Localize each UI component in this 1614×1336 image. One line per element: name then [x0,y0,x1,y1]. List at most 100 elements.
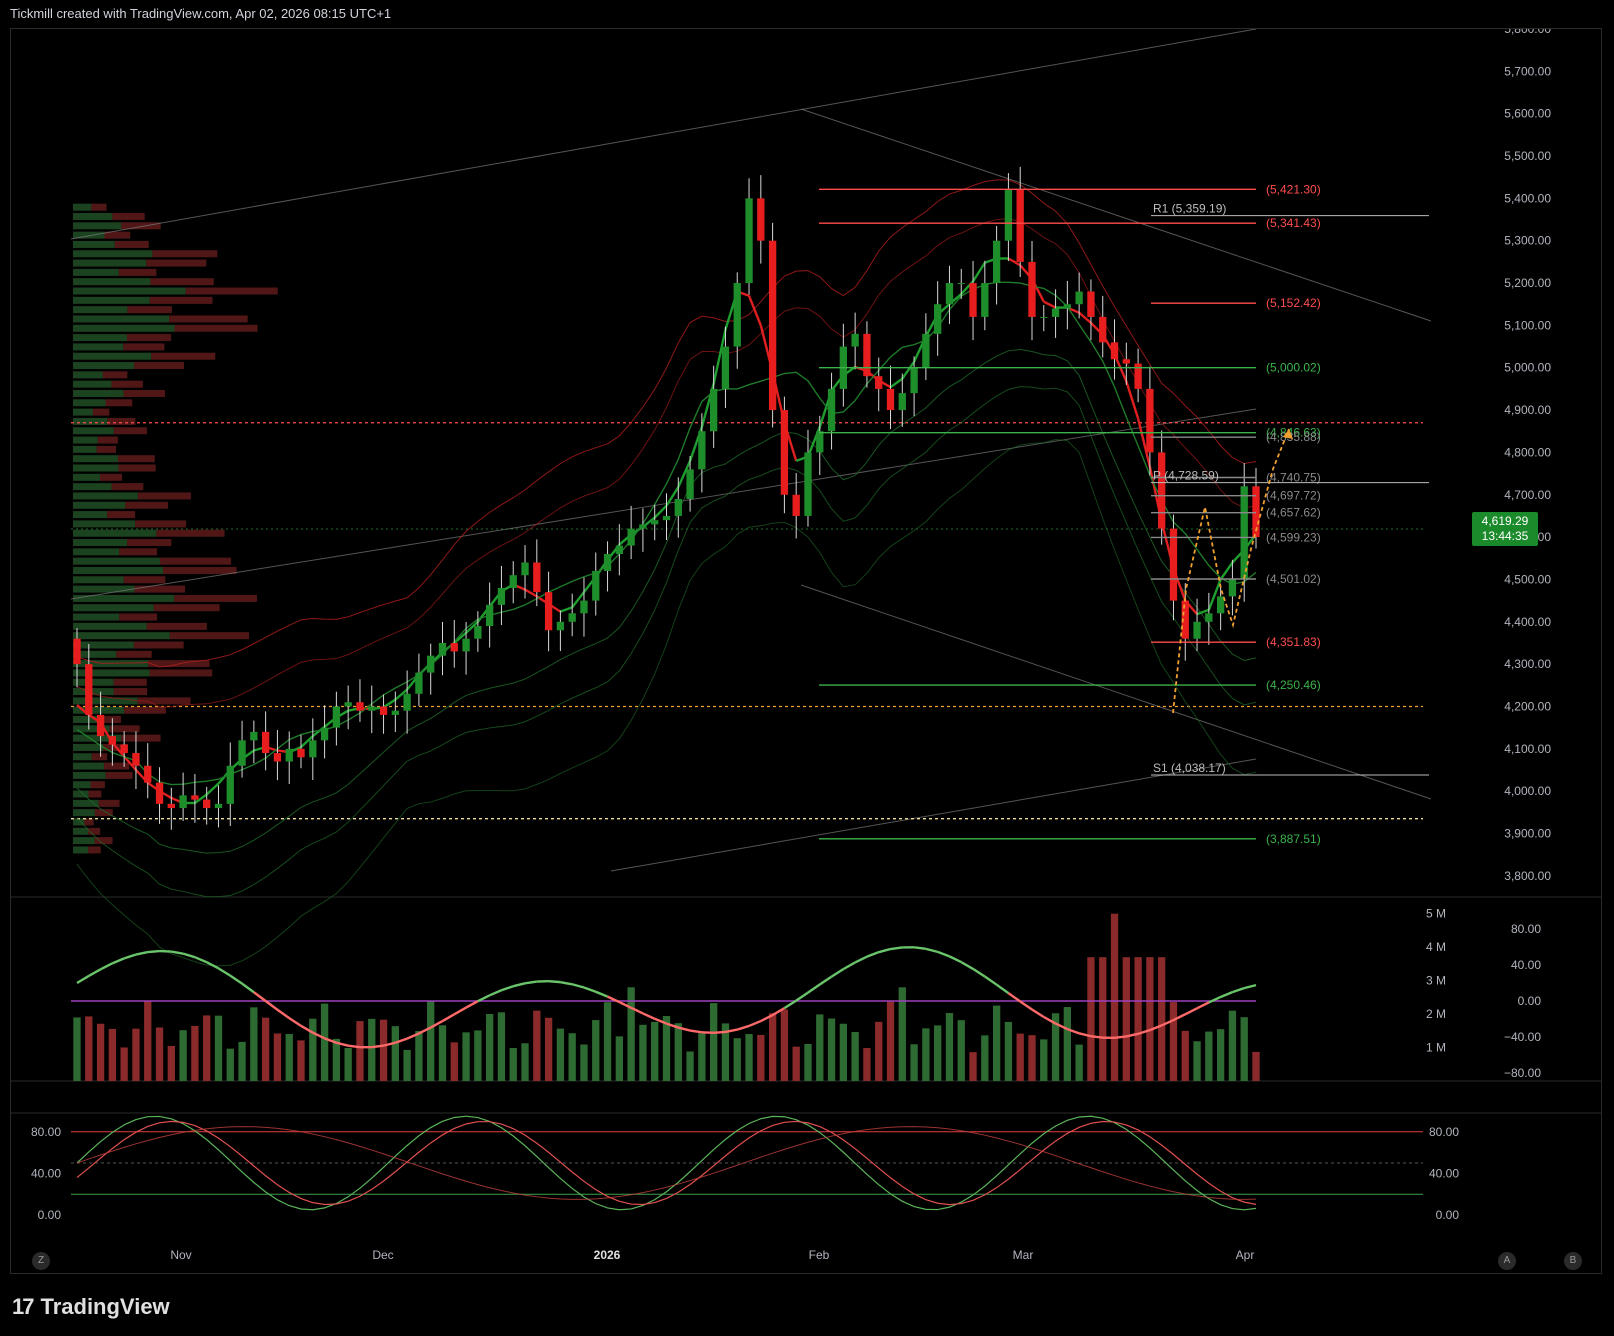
chart-canvas[interactable]: 5,800.00 5,700.00 5,600.00 5,500.00 5,400.00… [11,29,1601,1273]
trend-line [800,584,1432,800]
candle-body [344,702,352,707]
log-scale-button[interactable]: B [1564,1252,1582,1270]
candle-body [674,498,682,516]
candle-body [1016,189,1024,262]
price-axis-label: 5,600.00 [1504,107,1551,121]
volume-bar [816,1014,824,1081]
stoch-slow-line [76,1126,1257,1200]
oscillator-segment [925,947,938,954]
oscillator-segment [430,1020,444,1029]
volume-profile-up [73,771,106,779]
candle-body [521,562,529,576]
oscillator-segment [1208,995,1222,1004]
volume-profile-up [73,520,136,528]
candle-body [556,621,565,631]
level-label: (5,421.30) [1266,182,1321,196]
oscillator-segment [465,1000,479,1009]
price-axis-label: 5,300.00 [1504,234,1551,248]
time-axis-label: Mar [1013,1248,1034,1262]
candle-body [721,346,730,389]
oscillator-segment [1126,1032,1139,1038]
oscillator-segment [1232,986,1245,994]
volume-profile-down [113,427,147,435]
oscillator-segment [1196,1001,1210,1010]
candle-body [356,702,364,711]
volume-bar [839,1023,848,1081]
level-label: (5,152.42) [1266,296,1321,310]
volume-bar [886,1001,895,1081]
oscillator-segment [830,968,844,978]
volume-bar [1158,957,1166,1081]
volume-bar [1205,1031,1213,1081]
oscillator-segment [383,1041,396,1047]
tradingview-logo[interactable]: 17 TradingView [12,1294,170,1320]
volume-bar [1122,957,1130,1081]
volume-profile-up [73,445,97,453]
volume-bar [1040,1039,1048,1081]
volume-bar [1216,1029,1225,1081]
level-label: (4,835.88) [1266,430,1321,444]
oscillator-segment [300,1024,314,1034]
candle-body [179,795,187,809]
chart-frame[interactable]: 5,800.00 5,700.00 5,600.00 5,500.00 5,400.00… [10,28,1602,1274]
oscillator-segment [100,962,113,971]
volume-profile-up [73,473,100,481]
price-axis-label: 4,200.00 [1504,699,1551,713]
volume-bar [226,1048,234,1081]
volume-profile-up [73,725,110,733]
volume-bar [320,1003,329,1081]
volume-profile-up [73,334,127,342]
volume-bar [1075,1044,1083,1081]
volume-profile-up [73,306,128,314]
volume-profile-down [119,548,158,556]
candle-body [686,469,694,499]
candle-body [580,600,588,614]
candle-body [945,283,954,305]
volume-profile-up [73,827,88,835]
candle-body [603,554,612,571]
volume-profile-down [137,697,191,705]
volume-bar [945,1013,954,1081]
volume-profile-up [73,483,112,491]
candle-body [1063,304,1072,309]
candle-body [250,731,258,741]
volume-profile-up [73,809,95,817]
volume-bar [662,1016,671,1081]
candle-body [155,782,164,804]
volume-bar [179,1030,187,1081]
ema-segment [1136,418,1152,468]
volume-profile-up [73,743,104,751]
oscillator-segment [276,1008,290,1020]
ema-segment [205,782,220,796]
stoch-axis-label: 80.00 [1429,1125,1459,1139]
stoch-k-line [76,1115,1257,1211]
volume-bar [73,1017,81,1081]
auto-scale-button[interactable]: A [1498,1252,1516,1270]
time-zone-button[interactable]: Z [32,1252,50,1270]
oscillator-segment [1078,1032,1092,1038]
oscillator-segment [748,1019,762,1028]
volume-bar [533,1010,541,1081]
volume-bar [521,1043,529,1081]
volume-bar [450,1042,458,1081]
volume-bar [1051,1013,1060,1081]
oscillator-segment [324,1037,337,1044]
volume-profile-up [73,529,157,537]
volume-profile-up [73,585,135,593]
candle-body [132,753,140,766]
level-label: (3,887.51) [1266,832,1321,846]
candle-body [403,693,411,711]
volume-profile-down [119,613,158,621]
envelope-band [76,348,1257,854]
oscillator-segment [890,946,903,951]
oscillator-segment [111,957,125,965]
volume-bar [922,1028,930,1081]
price-axis-label: 5,400.00 [1504,191,1551,205]
volume-profile-up [73,697,138,705]
volume-profile-down [118,464,156,472]
volume-profile-up [73,380,112,388]
volume-profile-down [94,809,113,817]
price-axis-label: 4,300.00 [1504,657,1551,671]
ema-segment [1196,608,1210,616]
candle-body [497,587,506,605]
